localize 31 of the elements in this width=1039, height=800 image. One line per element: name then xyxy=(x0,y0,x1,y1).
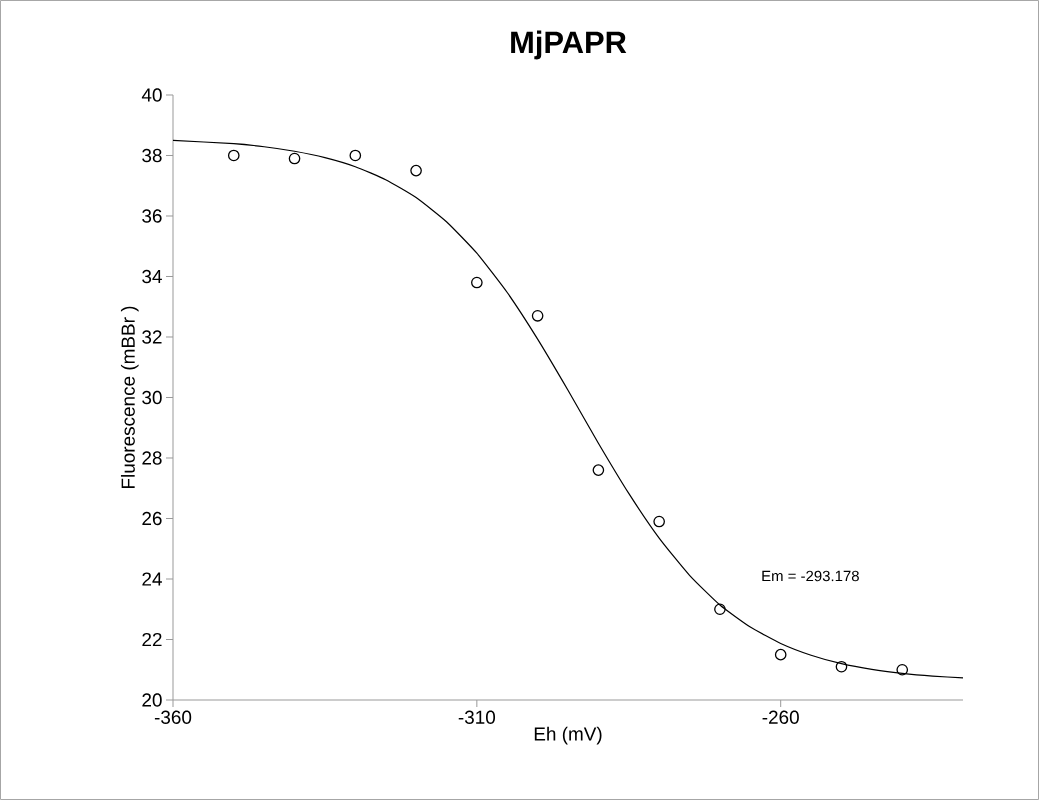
y-axis-title: Fluorescence (mBBr ) xyxy=(120,306,139,488)
y-tick-label: 20 xyxy=(142,693,162,707)
y-tick-label: 24 xyxy=(142,572,162,586)
point xyxy=(410,164,422,177)
x-tick-label: -360 xyxy=(154,710,192,724)
line-series xyxy=(172,139,964,679)
point xyxy=(774,648,787,661)
y-tick-label: 30 xyxy=(142,390,162,405)
point xyxy=(349,149,362,162)
x-tick-label: -310 xyxy=(458,710,496,724)
point xyxy=(471,276,483,289)
annotation: Em = -293.178 xyxy=(762,570,859,582)
y-tick-label: 36 xyxy=(142,209,162,223)
chart-title: MjPAPR xyxy=(511,30,627,60)
y-tick-label: 38 xyxy=(142,148,162,163)
y-tick-label: 26 xyxy=(142,511,162,526)
point xyxy=(714,603,726,616)
point xyxy=(531,309,544,322)
point xyxy=(896,663,909,676)
y-tick-label: 34 xyxy=(142,269,162,284)
point xyxy=(592,464,605,476)
point xyxy=(227,149,240,162)
point xyxy=(653,515,665,528)
y-tick-label: 28 xyxy=(142,451,162,465)
point xyxy=(835,660,848,673)
x-tick-label: -260 xyxy=(762,710,799,724)
y-tick-label: 40 xyxy=(141,88,162,102)
y-tick-label: 22 xyxy=(142,632,162,647)
point xyxy=(288,152,301,165)
x-axis-title: Eh (mV) xyxy=(534,726,602,745)
y-tick-label: 32 xyxy=(142,330,162,344)
